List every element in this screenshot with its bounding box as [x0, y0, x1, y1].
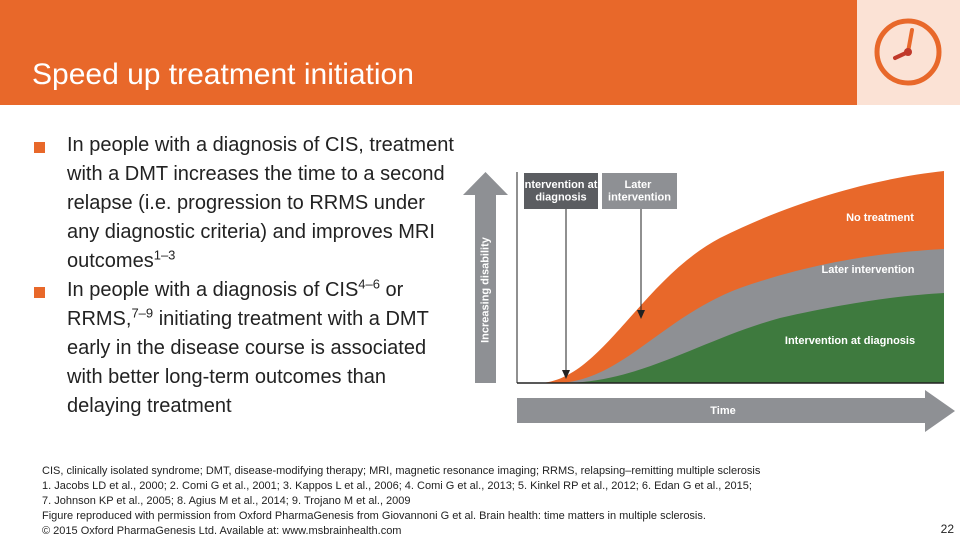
marker-label: Later intervention	[608, 179, 671, 204]
slide-title: Speed up treatment initiation	[32, 58, 414, 91]
y-axis-arrow	[463, 172, 508, 383]
page-number: 22	[940, 522, 954, 536]
bullet: In people with a diagnosis of CIS4–6 or …	[34, 276, 462, 421]
marker-box	[602, 173, 677, 209]
curve-label: Intervention at diagnosis	[785, 335, 915, 347]
footnote: © 2015 Oxford PharmaGenesis Ltd. Availab…	[42, 525, 402, 537]
header-band	[0, 0, 857, 105]
footnote: Figure reproduced with permission from O…	[42, 510, 706, 522]
footnote: 1. Jacobs LD et al., 2000; 2. Comi G et …	[42, 480, 752, 492]
citation: 4–6	[358, 276, 380, 292]
curve-label: No treatment	[846, 212, 914, 224]
bullet-text: or RRMS,	[67, 279, 404, 330]
bullet-text: In people with a diagnosis of CIS	[67, 279, 359, 301]
marker-box	[524, 173, 598, 209]
marker-arrowhead	[637, 310, 645, 319]
y-axis-label: Increasing disability	[479, 236, 491, 343]
x-axis-arrow	[517, 390, 955, 432]
figure: Increasing disability Time Intervention …	[463, 171, 955, 432]
bullet: In people with a diagnosis of CIS, treat…	[34, 131, 462, 276]
clock-icon	[874, 18, 942, 86]
marker-label: Intervention at diagnosis	[522, 179, 601, 204]
footnotes: CIS, clinically isolated syndrome; DMT, …	[42, 464, 760, 539]
intervention-at-diagnosis-area	[562, 293, 944, 383]
bullet-text: In people with a diagnosis of CIS, treat…	[67, 134, 454, 272]
citation: 1–3	[153, 247, 176, 263]
header-icon-panel	[857, 0, 960, 105]
footnote: CIS, clinically isolated syndrome; DMT, …	[42, 465, 761, 477]
marker-arrowhead	[562, 370, 570, 379]
curve-label: Later intervention	[822, 264, 915, 276]
citation: 7–9	[131, 305, 154, 321]
x-axis-label: Time	[710, 405, 735, 417]
bullet-text: initiating treatment with a DMT early in…	[67, 308, 429, 417]
footnote: 7. Johnson KP et al., 2005; 8. Agius M e…	[42, 495, 411, 507]
bullet-list: In people with a diagnosis of CIS, treat…	[34, 131, 464, 421]
